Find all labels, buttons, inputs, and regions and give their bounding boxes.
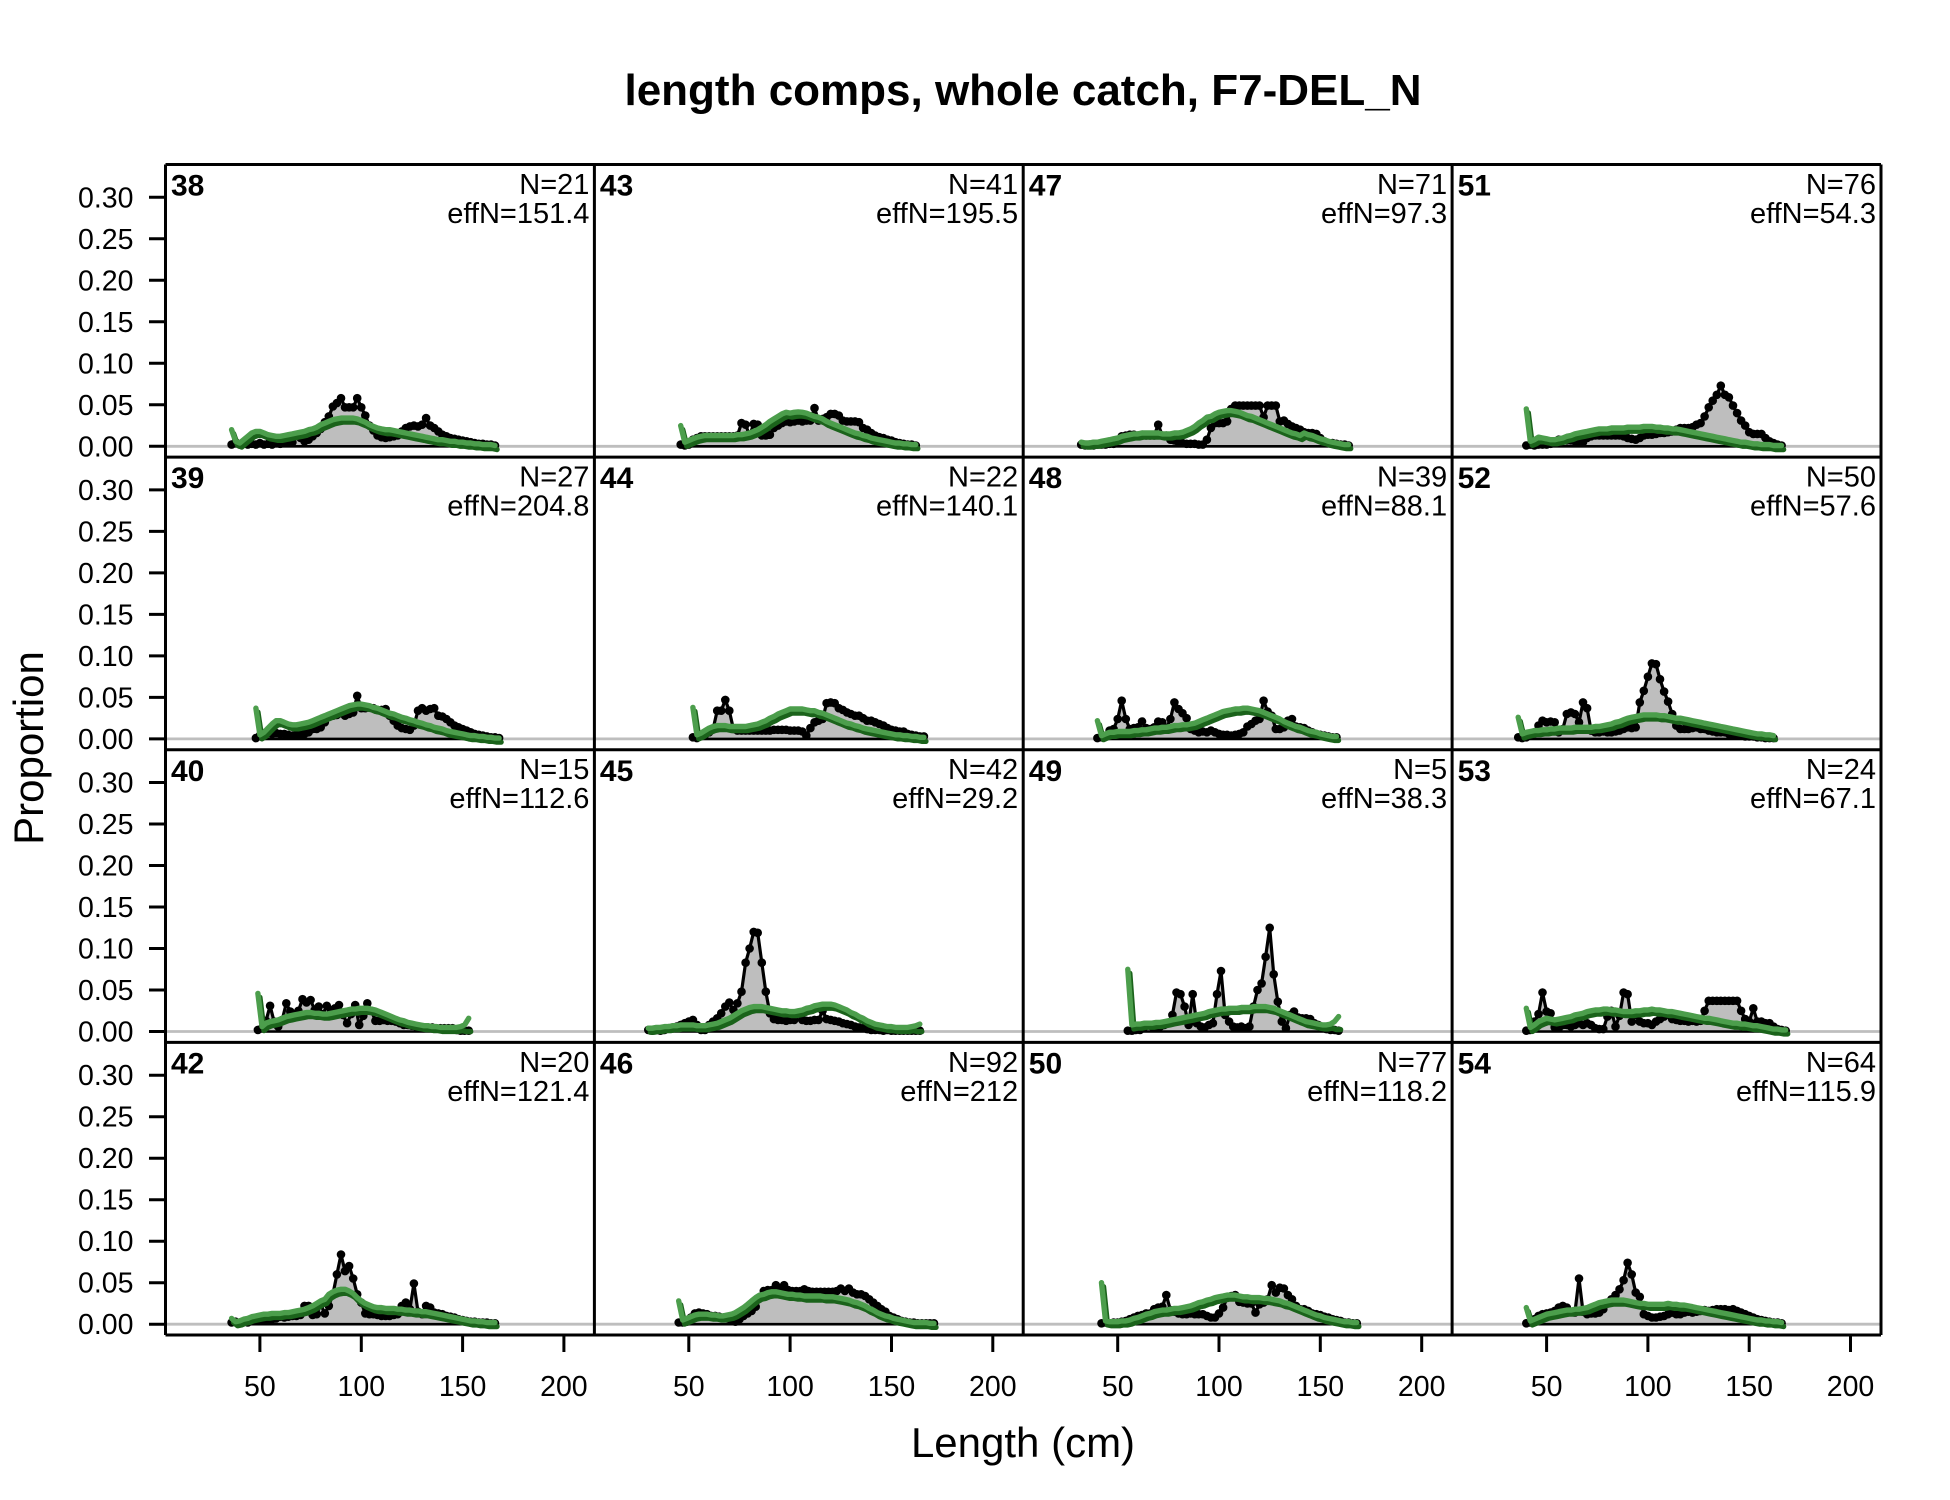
svg-text:150: 150 (868, 1371, 916, 1403)
svg-text:N=20: N=20 (519, 1047, 589, 1079)
svg-text:N=41: N=41 (948, 169, 1018, 201)
svg-text:effN=151.4: effN=151.4 (447, 198, 589, 230)
svg-text:N=27: N=27 (519, 462, 589, 494)
svg-text:effN=195.5: effN=195.5 (876, 198, 1018, 230)
svg-text:53: 53 (1458, 755, 1491, 788)
svg-text:0.00: 0.00 (78, 724, 133, 756)
svg-text:50: 50 (1102, 1371, 1134, 1403)
svg-text:N=64: N=64 (1806, 1047, 1876, 1079)
svg-text:0.30: 0.30 (78, 182, 133, 214)
svg-text:0.20: 0.20 (78, 558, 133, 590)
svg-text:0.00: 0.00 (78, 1309, 133, 1341)
svg-text:N=21: N=21 (519, 169, 589, 201)
svg-text:150: 150 (1297, 1371, 1345, 1403)
svg-text:44: 44 (600, 462, 634, 495)
svg-text:0.05: 0.05 (78, 1268, 133, 1300)
svg-text:length comps, whole catch, F7-: length comps, whole catch, F7-DEL_N (624, 66, 1421, 115)
svg-text:43: 43 (600, 170, 633, 203)
svg-text:N=71: N=71 (1377, 169, 1447, 201)
svg-text:48: 48 (1029, 462, 1062, 495)
svg-text:49: 49 (1029, 755, 1062, 788)
svg-text:N=39: N=39 (1377, 462, 1447, 494)
svg-text:45: 45 (600, 755, 633, 788)
svg-text:effN=204.8: effN=204.8 (447, 491, 589, 523)
svg-text:0.10: 0.10 (78, 348, 133, 380)
svg-text:N=77: N=77 (1377, 1047, 1447, 1079)
svg-text:0.00: 0.00 (78, 431, 133, 463)
svg-text:38: 38 (171, 170, 204, 203)
svg-text:39: 39 (171, 462, 204, 495)
svg-text:0.25: 0.25 (78, 1102, 133, 1134)
svg-text:100: 100 (1195, 1371, 1243, 1403)
svg-text:effN=112.6: effN=112.6 (449, 783, 589, 815)
svg-text:40: 40 (171, 755, 204, 788)
svg-text:0.30: 0.30 (78, 475, 133, 507)
svg-text:52: 52 (1458, 462, 1491, 495)
svg-text:0.25: 0.25 (78, 809, 133, 841)
svg-text:0.15: 0.15 (78, 599, 133, 631)
svg-text:effN=115.9: effN=115.9 (1736, 1076, 1876, 1108)
svg-text:50: 50 (1029, 1047, 1062, 1080)
svg-text:47: 47 (1029, 170, 1062, 203)
svg-text:effN=121.4: effN=121.4 (447, 1076, 589, 1108)
svg-text:0.15: 0.15 (78, 1185, 133, 1217)
svg-text:200: 200 (969, 1371, 1017, 1403)
svg-text:54: 54 (1458, 1047, 1492, 1080)
svg-text:50: 50 (1531, 1371, 1563, 1403)
svg-text:0.30: 0.30 (78, 1060, 133, 1092)
svg-text:42: 42 (171, 1047, 204, 1080)
svg-text:0.15: 0.15 (78, 892, 133, 924)
svg-text:51: 51 (1458, 170, 1491, 203)
svg-text:200: 200 (540, 1371, 588, 1403)
svg-text:0.25: 0.25 (78, 516, 133, 548)
svg-text:50: 50 (244, 1371, 276, 1403)
svg-text:46: 46 (600, 1047, 633, 1080)
svg-text:Proportion: Proportion (5, 651, 52, 845)
svg-text:0.10: 0.10 (78, 1226, 133, 1258)
svg-text:N=22: N=22 (948, 462, 1018, 494)
svg-text:N=15: N=15 (519, 754, 589, 786)
svg-text:200: 200 (1398, 1371, 1446, 1403)
svg-text:effN=118.2: effN=118.2 (1307, 1076, 1447, 1108)
svg-text:50: 50 (673, 1371, 705, 1403)
svg-text:100: 100 (766, 1371, 814, 1403)
svg-text:effN=57.6: effN=57.6 (1750, 491, 1876, 523)
svg-text:0.05: 0.05 (78, 682, 133, 714)
svg-text:Length (cm): Length (cm) (911, 1419, 1135, 1466)
svg-text:200: 200 (1827, 1371, 1875, 1403)
svg-text:0.30: 0.30 (78, 768, 133, 800)
svg-text:0.05: 0.05 (78, 975, 133, 1007)
svg-text:0.10: 0.10 (78, 641, 133, 673)
svg-text:effN=212: effN=212 (900, 1076, 1018, 1108)
svg-text:effN=140.1: effN=140.1 (876, 491, 1018, 523)
svg-text:N=24: N=24 (1806, 754, 1876, 786)
svg-text:N=5: N=5 (1393, 754, 1447, 786)
svg-text:effN=54.3: effN=54.3 (1750, 198, 1876, 230)
svg-text:effN=88.1: effN=88.1 (1321, 491, 1447, 523)
svg-text:100: 100 (338, 1371, 386, 1403)
svg-text:effN=29.2: effN=29.2 (892, 783, 1018, 815)
svg-text:0.10: 0.10 (78, 934, 133, 966)
svg-text:effN=67.1: effN=67.1 (1750, 783, 1876, 815)
svg-text:100: 100 (1624, 1371, 1672, 1403)
svg-text:150: 150 (1725, 1371, 1773, 1403)
svg-text:0.20: 0.20 (78, 1143, 133, 1175)
svg-text:N=42: N=42 (948, 754, 1018, 786)
svg-text:N=92: N=92 (948, 1047, 1018, 1079)
svg-text:effN=38.3: effN=38.3 (1321, 783, 1447, 815)
svg-text:effN=97.3: effN=97.3 (1321, 198, 1447, 230)
svg-text:0.20: 0.20 (78, 265, 133, 297)
svg-text:0.20: 0.20 (78, 851, 133, 883)
svg-text:0.05: 0.05 (78, 390, 133, 422)
svg-text:N=76: N=76 (1806, 169, 1876, 201)
svg-text:0.00: 0.00 (78, 1017, 133, 1049)
svg-text:0.15: 0.15 (78, 307, 133, 339)
svg-text:0.25: 0.25 (78, 224, 133, 256)
svg-text:150: 150 (439, 1371, 487, 1403)
svg-text:N=50: N=50 (1806, 462, 1876, 494)
